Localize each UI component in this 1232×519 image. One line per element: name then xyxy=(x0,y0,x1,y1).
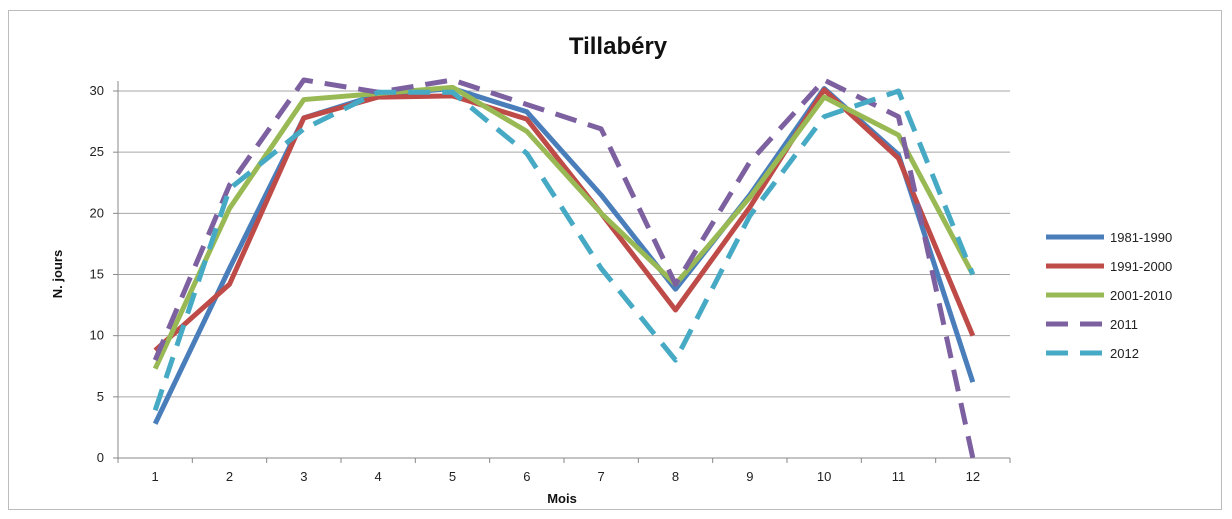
series-line-2001-2010 xyxy=(152,84,976,370)
x-tick-label: 12 xyxy=(966,469,980,484)
x-tick-label: 5 xyxy=(449,469,456,484)
series-line-2011 xyxy=(152,77,976,459)
x-tick-label: 8 xyxy=(672,469,679,484)
x-tick-label: 11 xyxy=(892,469,906,484)
x-tick-label: 1 xyxy=(152,469,159,484)
x-tick-labels: 1 2 3 4 5 6 7 8 9 10 11 12 xyxy=(152,469,981,484)
x-tick-label: 4 xyxy=(375,469,382,484)
y-tick-label: 25 xyxy=(90,144,104,159)
series-line-1991-2000 xyxy=(153,87,976,353)
y-tick-label: 30 xyxy=(90,83,104,98)
series-line-2012 xyxy=(152,88,976,412)
x-tick-label: 7 xyxy=(598,469,605,484)
x-axis-label: Mois xyxy=(547,491,577,506)
y-tick-label: 0 xyxy=(97,450,104,465)
y-axis-label: N. jours xyxy=(50,250,65,298)
x-tick-label: 9 xyxy=(746,469,753,484)
gridlines xyxy=(113,90,1010,459)
y-tick-label: 5 xyxy=(97,389,104,404)
y-tick-label: 15 xyxy=(90,267,104,282)
y-tick-label: 20 xyxy=(90,205,104,220)
chart-title: Tillabéry xyxy=(569,33,668,60)
chart-frame xyxy=(8,10,1222,510)
y-tick-labels: 0 5 10 15 20 25 30 xyxy=(90,83,104,465)
axes xyxy=(117,81,1011,463)
x-tick-label: 10 xyxy=(817,469,831,484)
x-tick-label: 2 xyxy=(226,469,233,484)
legend-label: 2001-2010 xyxy=(1110,288,1172,303)
legend: 1981-1990 1991-2000 2001-2010 2011 2012 xyxy=(1046,230,1172,361)
legend-label: 1991-2000 xyxy=(1110,259,1172,274)
y-tick-label: 10 xyxy=(90,328,104,343)
legend-label: 2011 xyxy=(1110,317,1138,332)
x-tick-label: 6 xyxy=(523,469,530,484)
series-lines xyxy=(152,77,976,459)
legend-label: 2012 xyxy=(1110,346,1139,361)
legend-label: 1981-1990 xyxy=(1110,230,1172,245)
x-tick-label: 3 xyxy=(300,469,307,484)
